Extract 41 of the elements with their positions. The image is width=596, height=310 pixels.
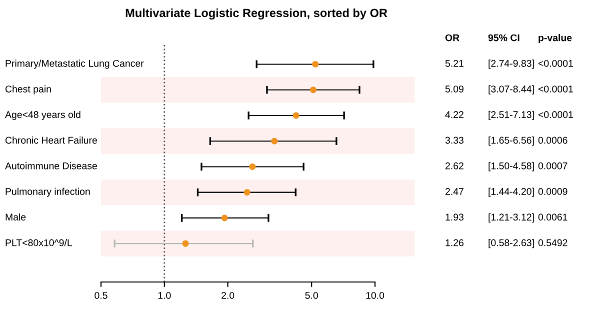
text: 2.62 <box>445 162 464 170</box>
text: 5.09 <box>445 86 464 92</box>
x-tick-label: 0.5 <box>94 292 108 299</box>
y-tick-label: Age<48 years old <box>5 110 80 120</box>
text: [0.58-2.63] <box>488 239 534 248</box>
y-tick-label: Chest pain <box>5 85 51 94</box>
x-tick-label: 10.0 <box>366 292 384 299</box>
y-tick-label: Primary/Metastatic Lung Cancer <box>6 60 144 69</box>
y-tick-label: Chronic Heart Failure <box>5 136 97 144</box>
text: [2.74-9.83] <box>488 60 534 69</box>
text: [2.51-7.13] <box>488 110 534 120</box>
x-tick-label: 2.0 <box>222 292 234 299</box>
text: [1.44-4.20] <box>488 188 534 197</box>
y-tick-label: Autoimmune Disease <box>5 162 97 170</box>
text: 0.0061 <box>538 214 568 221</box>
text: 0.0009 <box>538 188 568 195</box>
x-tick-label: 5.0 <box>305 292 318 299</box>
text: [3.07-8.44] <box>488 85 534 94</box>
text: <0.0001 <box>538 60 573 67</box>
text: 0.0007 <box>538 162 568 170</box>
text: <0.0001 <box>538 86 573 92</box>
text: 1.93 <box>446 214 464 221</box>
text: <0.0001 <box>538 111 573 118</box>
y-tick-label: Male <box>6 213 26 221</box>
y-tick-label: PLT<80x10^9/L <box>6 239 72 246</box>
text: 95% CI <box>488 34 520 42</box>
text: [1.50-4.58] <box>488 162 534 172</box>
text: [1.65-6.56] <box>488 136 534 146</box>
text: 5.21 <box>445 60 464 67</box>
text: 3.33 <box>445 136 464 144</box>
text: 2.47 <box>445 188 464 195</box>
text: [1.21-3.12] <box>488 213 534 222</box>
text: OR <box>445 34 460 42</box>
x-tick-label: 1.0 <box>158 292 171 299</box>
y-tick-label: Pulmonary infection <box>6 188 90 197</box>
text: 0.5492 <box>538 239 568 246</box>
text: 1.26 <box>446 239 464 246</box>
chart-title: Multivariate Logistic Regression, sorted by OR <box>126 8 388 20</box>
text: 4.22 <box>445 111 464 118</box>
text: p-value <box>538 34 572 44</box>
text: 0.0006 <box>538 136 568 144</box>
